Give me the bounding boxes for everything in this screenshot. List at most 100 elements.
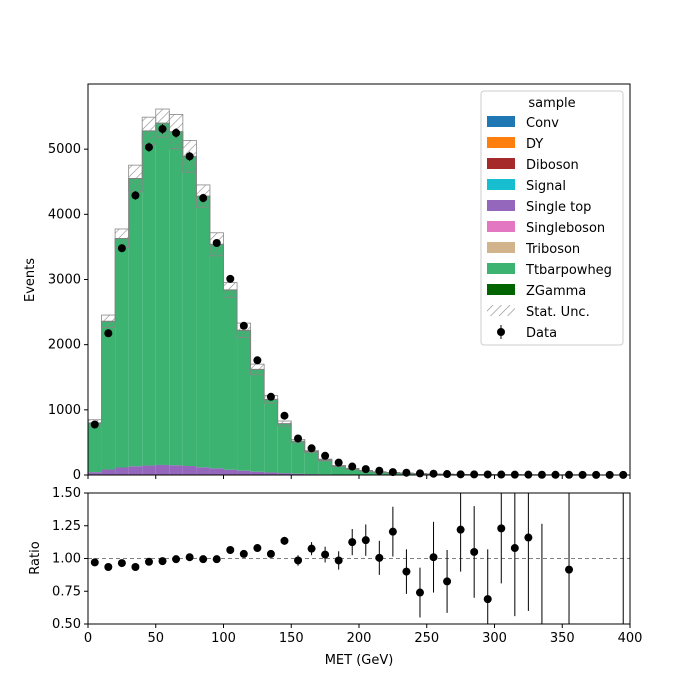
data-point bbox=[280, 411, 289, 420]
x-tick-label: 350 bbox=[550, 631, 575, 646]
legend-label: ZGamma bbox=[526, 284, 586, 299]
data-point bbox=[90, 420, 99, 429]
histogram-bar bbox=[223, 469, 238, 475]
ratio-point bbox=[497, 524, 506, 533]
legend-items: Conv DY Diboson Signal Single top Singleboson… bbox=[487, 116, 612, 341]
legend-label: Ttbarpowheg bbox=[525, 263, 612, 278]
data-point bbox=[334, 458, 343, 467]
histogram-bar bbox=[291, 441, 305, 474]
legend-label: Triboson bbox=[525, 242, 580, 257]
x-tick-label: 250 bbox=[414, 631, 439, 646]
ratio-point bbox=[456, 525, 465, 534]
data-point bbox=[443, 470, 452, 479]
histogram-bar bbox=[182, 466, 197, 475]
legend-swatch bbox=[487, 137, 515, 148]
ratio-y-ticks: 0.50 0.75 1.00 1.25 1.50 bbox=[52, 486, 88, 632]
data-point bbox=[483, 470, 492, 479]
ratio-point bbox=[104, 563, 113, 572]
legend-label: Singleboson bbox=[526, 221, 605, 236]
data-point bbox=[158, 124, 167, 133]
data-point bbox=[402, 468, 411, 477]
y-tick-label: 2000 bbox=[48, 338, 81, 353]
legend-swatch bbox=[487, 179, 515, 190]
ratio-point bbox=[307, 544, 316, 553]
ratio-point bbox=[510, 544, 519, 553]
histogram-bar bbox=[101, 469, 116, 475]
histogram-bar bbox=[155, 123, 170, 465]
histogram-bar bbox=[196, 467, 210, 475]
x-tick-label: 50 bbox=[147, 631, 164, 646]
ratio-point bbox=[199, 555, 208, 564]
ratio-panel: 0.50 0.75 1.00 1.25 1.50 0 50 100 150 200 250 300 3… bbox=[28, 486, 642, 668]
legend-label: Conv bbox=[526, 116, 559, 131]
ratio-point bbox=[212, 555, 221, 564]
legend-swatch bbox=[487, 263, 515, 274]
ratio-point bbox=[172, 555, 181, 564]
legend-item: ZGamma bbox=[487, 284, 586, 299]
ratio-y-tick-label: 1.00 bbox=[52, 552, 81, 567]
data-point bbox=[104, 329, 113, 338]
histogram-bar bbox=[88, 422, 102, 473]
legend-label: Stat. Unc. bbox=[526, 305, 590, 320]
data-point bbox=[456, 470, 465, 479]
x-tick-label: 150 bbox=[279, 631, 304, 646]
histogram-bar bbox=[182, 156, 197, 467]
histogram-bar bbox=[128, 466, 143, 475]
histogram-bar bbox=[142, 465, 156, 475]
legend-swatch bbox=[487, 242, 515, 253]
histogram-bar bbox=[304, 451, 319, 475]
data-point bbox=[131, 191, 140, 200]
ratio-point bbox=[280, 536, 289, 545]
histogram-bar bbox=[115, 467, 129, 475]
legend-item: Stat. Unc. bbox=[487, 305, 590, 320]
histogram-bar bbox=[277, 423, 292, 474]
histogram-bar bbox=[209, 244, 224, 469]
ratio-point bbox=[415, 588, 424, 597]
legend-item: Conv bbox=[487, 116, 559, 131]
histogram-bar bbox=[128, 178, 143, 467]
series-ttbarpowheg bbox=[88, 123, 590, 475]
main-x-ticks bbox=[87, 475, 631, 479]
legend-item: Signal bbox=[487, 179, 566, 194]
histogram-bar bbox=[115, 238, 129, 468]
ratio-y-tick-label: 1.50 bbox=[52, 486, 81, 501]
ratio-y-tick-label: 1.25 bbox=[52, 519, 81, 534]
ratio-x-ticks: 0 50 100 150 200 250 300 350 400 bbox=[84, 624, 642, 646]
legend-marker bbox=[497, 328, 505, 336]
x-axis-label: MET (GeV) bbox=[325, 653, 394, 668]
legend-item: DY bbox=[487, 137, 543, 152]
ratio-point bbox=[90, 558, 99, 567]
data-point bbox=[117, 244, 126, 253]
legend-frame bbox=[480, 90, 624, 346]
data-point bbox=[294, 434, 303, 443]
ratio-y-tick-label: 0.75 bbox=[52, 584, 81, 599]
ratio-point bbox=[388, 527, 397, 536]
ratio-point bbox=[361, 536, 370, 545]
y-tick-label: 3000 bbox=[48, 273, 81, 288]
ratio-point bbox=[483, 595, 492, 604]
legend: sample Conv DY Diboson Signal Single top Sing… bbox=[480, 90, 624, 346]
data-point bbox=[348, 462, 357, 471]
legend-item: Single top bbox=[487, 200, 591, 215]
histogram-bar bbox=[237, 470, 251, 475]
ratio-point bbox=[334, 556, 343, 565]
legend-label: Signal bbox=[526, 179, 566, 194]
main-y-ticks: 0 1000 2000 3000 4000 5000 bbox=[48, 142, 88, 483]
histogram-bar bbox=[169, 131, 183, 466]
ratio-plot-area bbox=[88, 493, 630, 624]
data-point bbox=[470, 470, 479, 479]
ratio-point bbox=[144, 557, 153, 566]
legend-label: Diboson bbox=[526, 158, 579, 173]
histogram-bar bbox=[237, 330, 251, 471]
data-points bbox=[90, 124, 628, 479]
histogram-bar bbox=[223, 289, 238, 470]
legend-item: Data bbox=[497, 325, 557, 341]
ratio-point bbox=[253, 544, 262, 553]
ratio-point bbox=[402, 567, 411, 576]
x-tick-label: 300 bbox=[482, 631, 507, 646]
ratio-points bbox=[90, 493, 624, 624]
histogram-bar bbox=[331, 466, 346, 475]
legend-item: Ttbarpowheg bbox=[487, 263, 612, 278]
data-point bbox=[185, 152, 194, 161]
y-tick-label: 5000 bbox=[48, 142, 81, 157]
